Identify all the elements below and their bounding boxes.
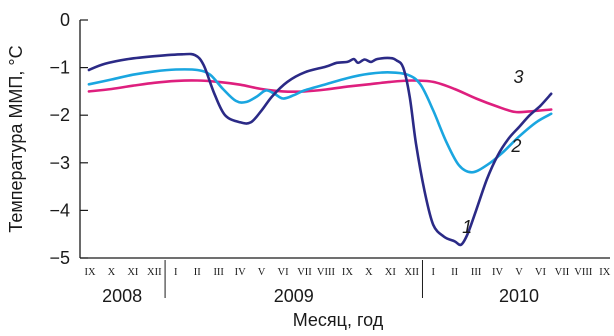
x-tick-label: IV bbox=[492, 267, 503, 278]
x-tick-label: VI bbox=[278, 267, 290, 278]
x-tick-label: III bbox=[471, 267, 482, 278]
x-tick-label: IV bbox=[235, 267, 246, 278]
series-label-3: 3 bbox=[514, 67, 524, 87]
y-tick-label: −3 bbox=[49, 153, 70, 173]
axes bbox=[79, 20, 610, 259]
x-tick-label: V bbox=[515, 267, 523, 278]
x-tick-label: VIII bbox=[574, 267, 593, 278]
year-labels: 2008 2009 2010 bbox=[102, 260, 539, 306]
x-tick-label: I bbox=[174, 267, 178, 278]
series-labels: 1 2 3 bbox=[462, 67, 523, 237]
x-tick-label: VII bbox=[297, 267, 312, 278]
y-tick-label: −2 bbox=[49, 105, 70, 125]
series-label-1: 1 bbox=[462, 217, 472, 237]
x-tick-label: XII bbox=[404, 267, 419, 278]
year-label: 2009 bbox=[274, 286, 314, 306]
x-tick-label: VI bbox=[535, 267, 547, 278]
x-tick-label: XI bbox=[385, 267, 397, 278]
x-tick-label: XI bbox=[127, 267, 139, 278]
x-tick-label: V bbox=[258, 267, 266, 278]
x-tick-label: VIII bbox=[317, 267, 336, 278]
y-tick-label: −4 bbox=[49, 200, 70, 220]
series-line-2 bbox=[87, 68, 553, 174]
x-tick-label: I bbox=[431, 267, 435, 278]
series-line-1 bbox=[87, 52, 553, 247]
x-tick-label: IX bbox=[599, 267, 610, 278]
y-tick-label: −1 bbox=[49, 58, 70, 78]
y-axis-label: Температура ММП, °C bbox=[6, 45, 26, 232]
x-tick-label: II bbox=[194, 267, 201, 278]
x-tick-label: IX bbox=[342, 267, 353, 278]
series-line-3 bbox=[87, 79, 553, 114]
x-axis-label: Месяц, год bbox=[293, 310, 384, 330]
series-lines bbox=[87, 52, 553, 247]
x-tick-label: X bbox=[365, 267, 373, 278]
x-ticks: IX X XI XII I II III IV V VI VII VIII IX X XI XII I II III… bbox=[84, 267, 610, 278]
x-tick-label: IX bbox=[84, 267, 95, 278]
y-tick-label: −5 bbox=[49, 248, 70, 268]
y-ticks: 0 −1 −2 −3 −4 −5 bbox=[49, 10, 88, 268]
year-label: 2010 bbox=[499, 286, 539, 306]
x-tick-label: VII bbox=[555, 267, 570, 278]
year-label: 2008 bbox=[102, 286, 142, 306]
x-tick-label: X bbox=[108, 267, 116, 278]
series-label-2: 2 bbox=[510, 136, 521, 156]
x-tick-label: II bbox=[451, 267, 458, 278]
y-tick-label: 0 bbox=[60, 10, 70, 30]
x-tick-label: III bbox=[213, 267, 224, 278]
x-tick-label: XII bbox=[147, 267, 162, 278]
